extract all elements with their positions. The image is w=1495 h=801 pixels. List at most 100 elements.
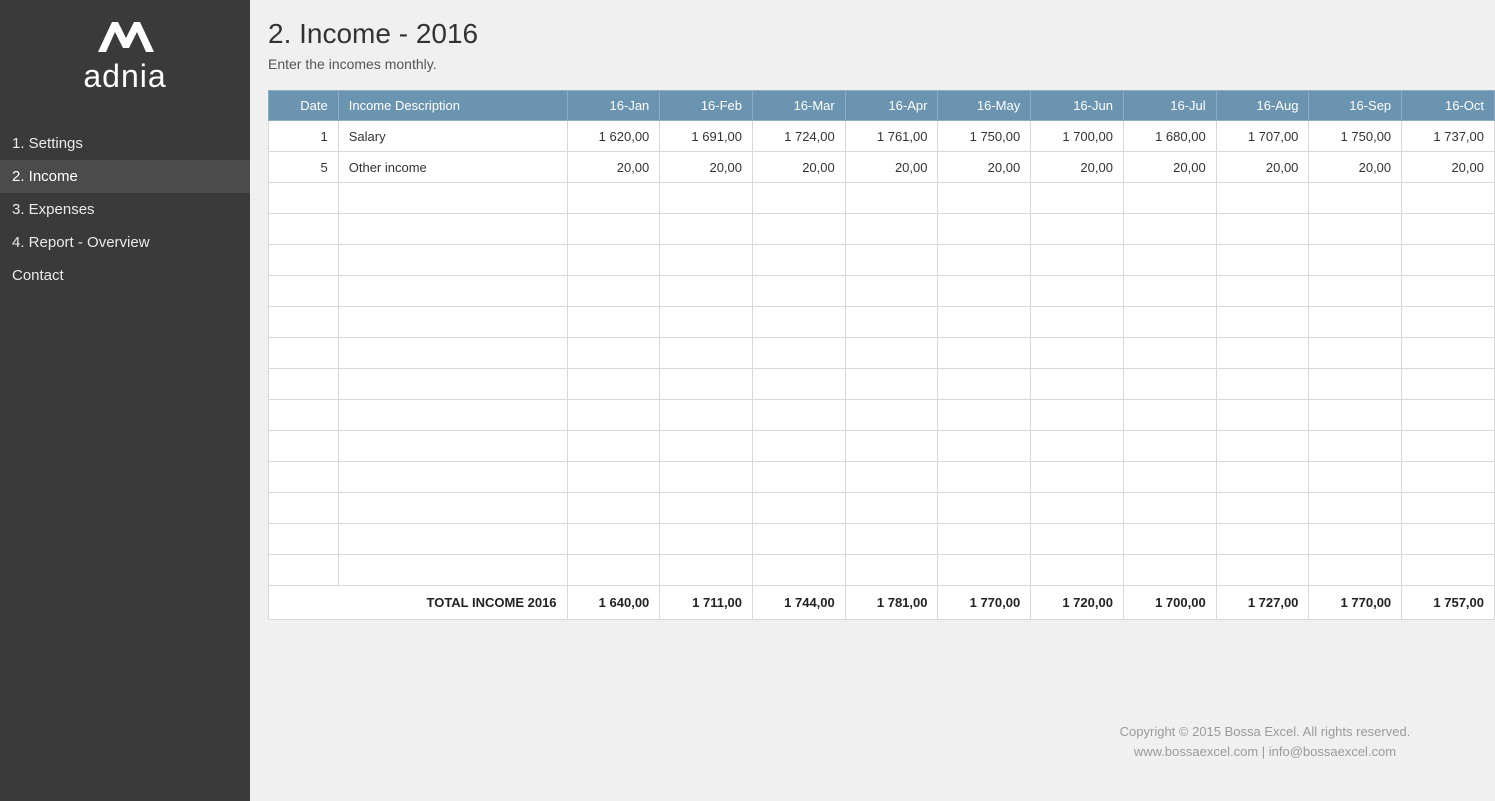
cell-description[interactable] (338, 555, 567, 586)
cell-value[interactable]: 1 680,00 (1123, 121, 1216, 152)
cell-value[interactable]: 20,00 (1309, 152, 1402, 183)
cell-value[interactable] (1031, 555, 1124, 586)
cell-value[interactable] (1123, 524, 1216, 555)
cell-value[interactable] (1031, 276, 1124, 307)
cell-value[interactable] (1309, 307, 1402, 338)
cell-value[interactable] (938, 555, 1031, 586)
cell-date[interactable] (269, 555, 339, 586)
cell-date[interactable] (269, 493, 339, 524)
sidebar-item-1[interactable]: 2. Income (0, 160, 250, 193)
cell-value[interactable] (1123, 431, 1216, 462)
cell-value[interactable] (1031, 400, 1124, 431)
cell-value[interactable] (753, 245, 846, 276)
sidebar-item-2[interactable]: 3. Expenses (0, 193, 250, 226)
cell-value[interactable] (660, 369, 753, 400)
cell-value[interactable] (660, 245, 753, 276)
cell-value[interactable] (753, 400, 846, 431)
cell-value[interactable] (1402, 338, 1495, 369)
cell-value[interactable]: 20,00 (660, 152, 753, 183)
cell-value[interactable] (660, 183, 753, 214)
cell-description[interactable] (338, 369, 567, 400)
cell-value[interactable] (1123, 338, 1216, 369)
cell-value[interactable] (567, 369, 660, 400)
cell-value[interactable] (1031, 245, 1124, 276)
cell-value[interactable] (1402, 183, 1495, 214)
cell-value[interactable] (1309, 369, 1402, 400)
cell-value[interactable] (753, 493, 846, 524)
cell-date[interactable] (269, 214, 339, 245)
cell-value[interactable] (845, 245, 938, 276)
cell-value[interactable]: 20,00 (567, 152, 660, 183)
cell-value[interactable] (938, 431, 1031, 462)
cell-value[interactable]: 20,00 (753, 152, 846, 183)
cell-value[interactable] (567, 431, 660, 462)
cell-value[interactable] (753, 431, 846, 462)
cell-date[interactable] (269, 307, 339, 338)
cell-value[interactable] (660, 307, 753, 338)
cell-value[interactable]: 20,00 (938, 152, 1031, 183)
cell-value[interactable] (1216, 400, 1309, 431)
cell-date[interactable] (269, 524, 339, 555)
cell-value[interactable] (1402, 245, 1495, 276)
cell-value[interactable] (660, 400, 753, 431)
cell-date[interactable] (269, 462, 339, 493)
cell-value[interactable] (1402, 400, 1495, 431)
cell-date[interactable] (269, 183, 339, 214)
cell-value[interactable] (753, 214, 846, 245)
cell-value[interactable] (845, 307, 938, 338)
cell-date[interactable] (269, 369, 339, 400)
cell-date[interactable]: 1 (269, 121, 339, 152)
cell-value[interactable] (1123, 307, 1216, 338)
cell-value[interactable] (567, 400, 660, 431)
cell-description[interactable] (338, 183, 567, 214)
cell-value[interactable] (845, 493, 938, 524)
sidebar-item-3[interactable]: 4. Report - Overview (0, 226, 250, 259)
cell-value[interactable] (1216, 245, 1309, 276)
cell-value[interactable] (1216, 431, 1309, 462)
cell-value[interactable] (660, 214, 753, 245)
cell-value[interactable] (1309, 183, 1402, 214)
cell-value[interactable] (938, 524, 1031, 555)
cell-description[interactable] (338, 431, 567, 462)
cell-date[interactable] (269, 400, 339, 431)
cell-value[interactable] (660, 555, 753, 586)
cell-value[interactable] (1031, 214, 1124, 245)
cell-value[interactable] (660, 338, 753, 369)
cell-value[interactable] (845, 183, 938, 214)
cell-value[interactable] (1402, 369, 1495, 400)
cell-value[interactable]: 1 737,00 (1402, 121, 1495, 152)
cell-date[interactable] (269, 338, 339, 369)
cell-date[interactable] (269, 276, 339, 307)
cell-value[interactable] (1123, 369, 1216, 400)
cell-value[interactable] (1216, 493, 1309, 524)
cell-date[interactable]: 5 (269, 152, 339, 183)
cell-value[interactable]: 1 700,00 (1031, 121, 1124, 152)
cell-value[interactable] (1402, 493, 1495, 524)
cell-value[interactable] (1309, 276, 1402, 307)
cell-value[interactable] (1309, 524, 1402, 555)
cell-value[interactable]: 1 750,00 (938, 121, 1031, 152)
cell-value[interactable] (938, 338, 1031, 369)
cell-value[interactable] (1216, 214, 1309, 245)
cell-value[interactable] (1031, 307, 1124, 338)
cell-value[interactable] (660, 462, 753, 493)
cell-value[interactable] (1309, 245, 1402, 276)
cell-value[interactable] (1031, 369, 1124, 400)
cell-description[interactable] (338, 400, 567, 431)
cell-value[interactable] (1402, 555, 1495, 586)
cell-date[interactable] (269, 245, 339, 276)
cell-value[interactable] (1216, 338, 1309, 369)
cell-value[interactable] (1216, 307, 1309, 338)
cell-value[interactable] (660, 276, 753, 307)
cell-value[interactable] (753, 338, 846, 369)
cell-value[interactable] (660, 524, 753, 555)
cell-value[interactable] (1309, 400, 1402, 431)
cell-value[interactable] (1031, 183, 1124, 214)
cell-value[interactable] (753, 183, 846, 214)
cell-value[interactable] (845, 555, 938, 586)
cell-value[interactable]: 1 691,00 (660, 121, 753, 152)
cell-value[interactable] (1123, 462, 1216, 493)
cell-value[interactable] (845, 462, 938, 493)
cell-value[interactable] (938, 400, 1031, 431)
cell-description[interactable] (338, 214, 567, 245)
